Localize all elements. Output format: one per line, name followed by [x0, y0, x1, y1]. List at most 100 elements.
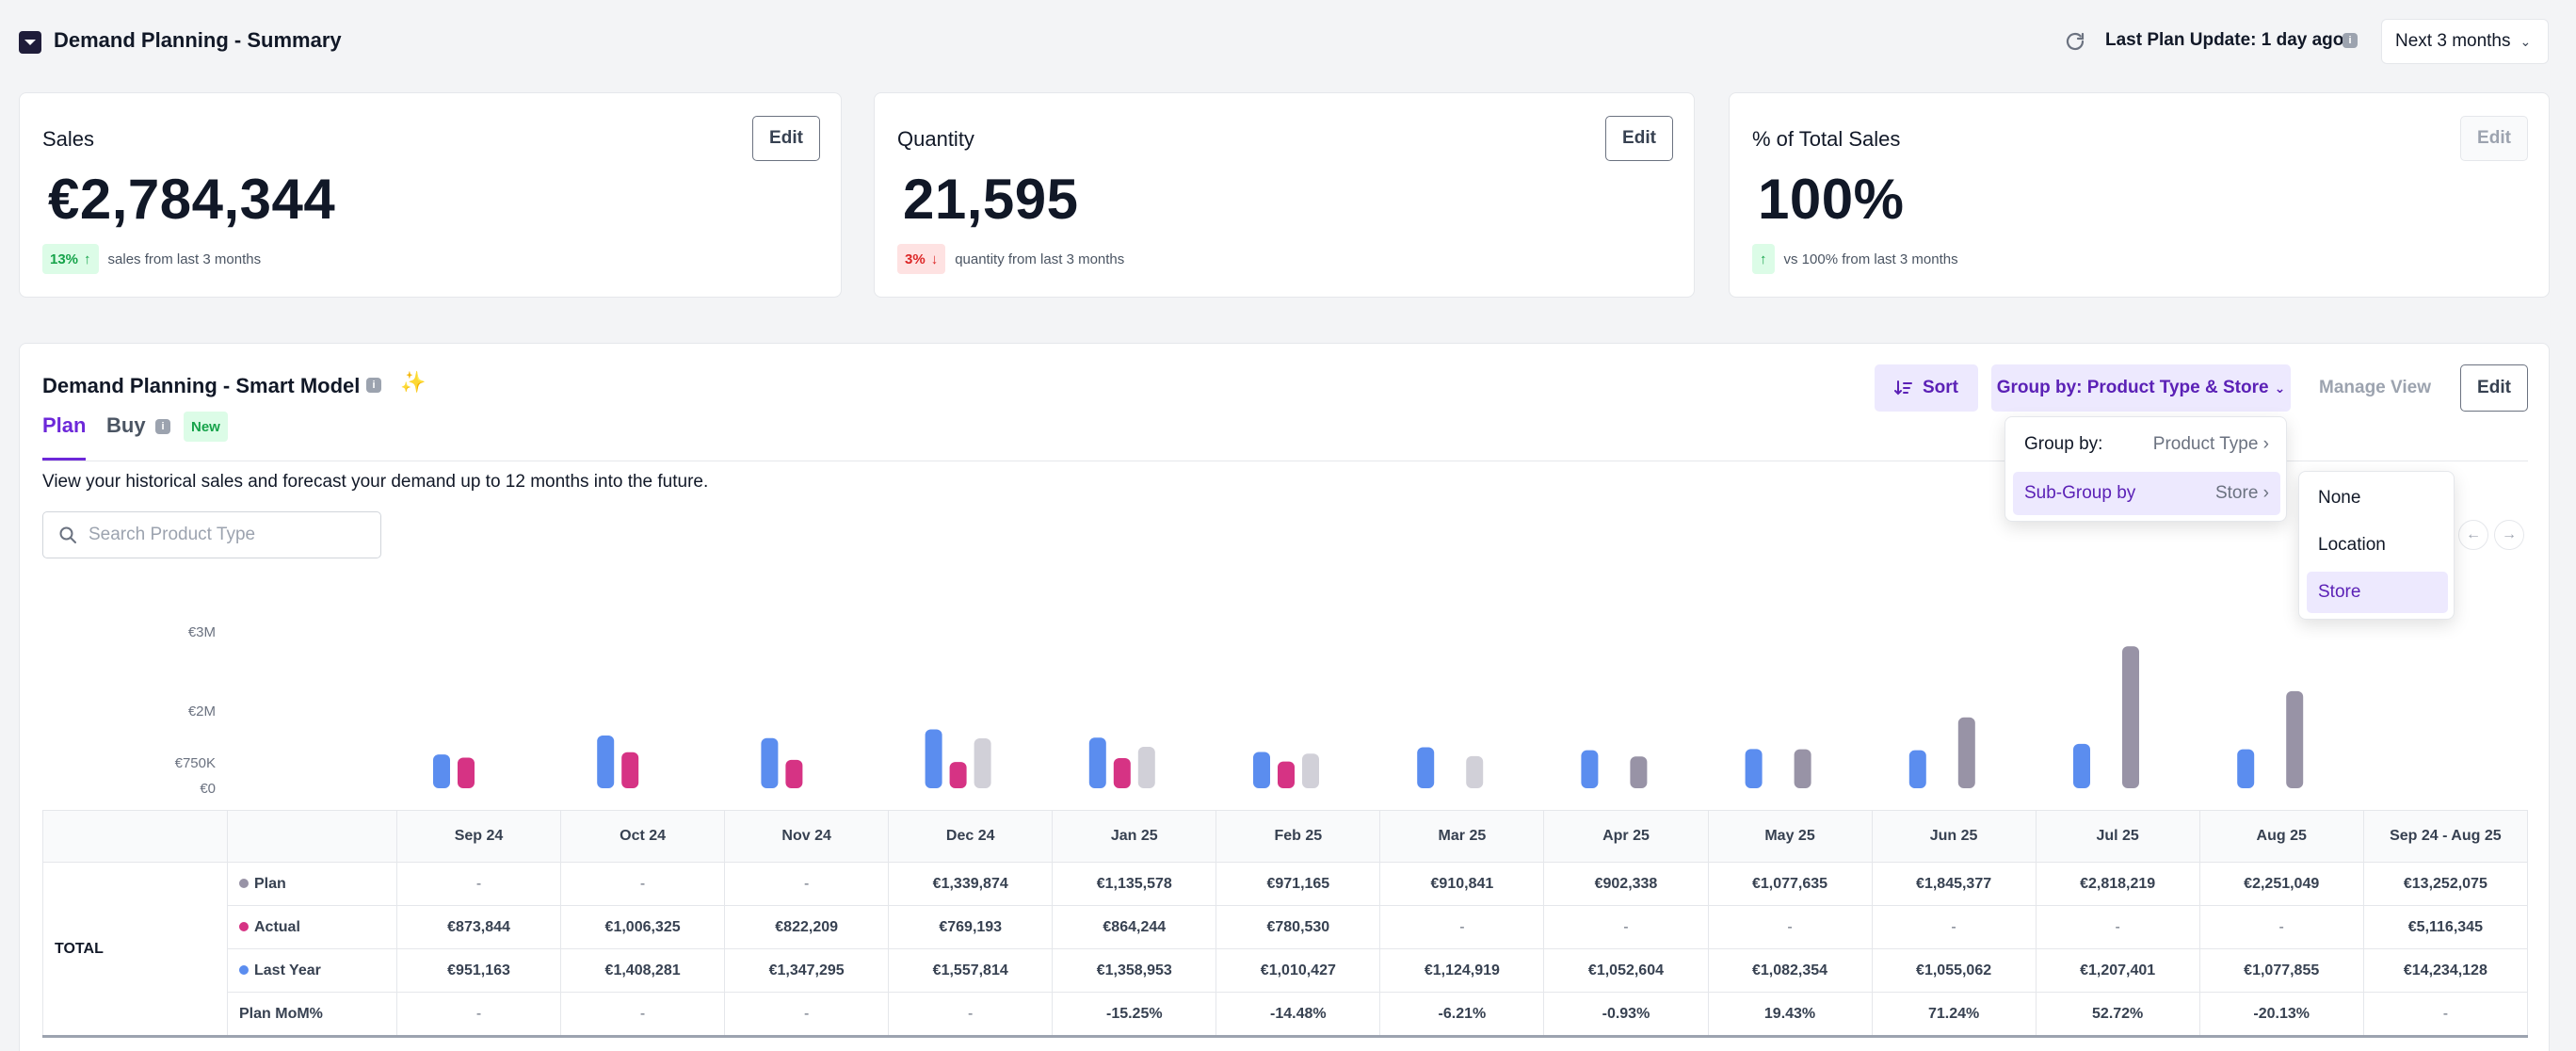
edit-button[interactable]: Edit [752, 116, 820, 161]
bar-actual[interactable] [949, 762, 967, 788]
table-cell: - [888, 992, 1054, 1036]
quantity-card: Quantity Edit 21,595 3% ↓ quantity from … [874, 92, 1695, 298]
card-title: % of Total Sales [1752, 127, 1901, 151]
bar-last-year[interactable] [1417, 747, 1435, 788]
search-box[interactable] [42, 511, 381, 558]
bar-plan[interactable] [1630, 756, 1648, 788]
legend-dot-icon [239, 965, 249, 976]
header-cell-blank [42, 810, 228, 863]
table-cell: - [395, 862, 562, 906]
y-tick-label: €0 [200, 781, 216, 797]
table-cell: - [1379, 905, 1545, 949]
row-label: Actual [227, 905, 397, 949]
bar-actual[interactable] [458, 757, 475, 788]
bar-last-year[interactable] [597, 736, 615, 788]
bar-last-year[interactable] [1745, 749, 1763, 788]
column-header: May 25 [1707, 810, 1873, 863]
bar-last-year[interactable] [433, 754, 450, 788]
table-cell: €1,408,281 [560, 948, 726, 993]
bar-last-year[interactable] [761, 737, 779, 788]
table-cell: - [560, 862, 726, 906]
group-by-button[interactable]: Group by: Product Type & Store ⌄ [1991, 364, 2291, 412]
bar-last-year[interactable] [1581, 750, 1599, 788]
bar-last-year[interactable] [925, 729, 942, 788]
sub-group-by-label: Sub-Group by [2024, 483, 2136, 503]
table-cell: €1,845,377 [1871, 862, 2037, 906]
tab-plan[interactable]: Plan [42, 413, 87, 437]
table-cell: -0.93% [1543, 992, 1709, 1036]
refresh-icon[interactable] [2064, 30, 2086, 53]
collapse-toggle-icon[interactable] [19, 31, 41, 54]
sub-group-submenu: None Location Store [2298, 471, 2455, 620]
search-input[interactable] [89, 525, 352, 545]
bar-last-year[interactable] [1088, 737, 1106, 788]
bar-actual[interactable] [621, 752, 639, 788]
info-icon[interactable]: i [366, 378, 381, 393]
period-select[interactable]: Next 3 months ⌄ [2381, 19, 2549, 64]
sub-group-by-option[interactable]: Sub-Group by Store › [2013, 472, 2280, 515]
table-cell: -20.13% [2198, 992, 2364, 1036]
chevron-right-icon: › [2262, 483, 2269, 503]
arrow-up-icon: ↑ [84, 251, 91, 267]
page-title: Demand Planning - Summary [54, 28, 342, 52]
edit-button[interactable]: Edit [1605, 116, 1673, 161]
bar-plan[interactable] [2122, 646, 2139, 788]
table-cell: €780,530 [1216, 905, 1381, 949]
sparkle-icon: ✨ [400, 370, 427, 394]
bar-plan[interactable] [1794, 749, 1811, 788]
group-by-option-label: Group by: [2024, 434, 2103, 454]
group-by-option[interactable]: Group by: Product Type › [2013, 423, 2280, 466]
bar-plan[interactable] [974, 738, 991, 788]
column-header: Dec 24 [888, 810, 1054, 863]
table-cell: - [724, 862, 890, 906]
column-header: Sep 24 - Aug 25 [2362, 810, 2529, 863]
submenu-option-location[interactable]: Location [2318, 535, 2386, 555]
trend-badge: ↑ [1752, 244, 1775, 274]
bar-plan[interactable] [2286, 690, 2304, 788]
bar-plan[interactable] [1302, 753, 1319, 788]
info-icon[interactable]: i [155, 419, 170, 434]
arrow-right-icon[interactable]: → [2494, 520, 2524, 550]
edit-button[interactable]: Edit [2460, 364, 2528, 412]
bar-last-year[interactable] [2237, 749, 2255, 788]
edit-button[interactable]: Edit [2460, 116, 2528, 161]
card-value: 100% [1758, 168, 1905, 231]
tab-buy[interactable]: Buy [106, 413, 146, 437]
trend-text: quantity from last 3 months [955, 251, 1125, 267]
bar-last-year[interactable] [2073, 743, 2090, 788]
page-header: Demand Planning - Summary Last Plan Upda… [0, 0, 2576, 83]
column-header: Jan 25 [1052, 810, 1217, 863]
chevron-right-icon: › [2262, 434, 2269, 454]
trend-text: sales from last 3 months [107, 251, 262, 267]
info-icon[interactable]: i [2343, 33, 2358, 48]
table-cell: - [1543, 905, 1709, 949]
bar-plan[interactable] [1466, 755, 1484, 788]
table-cell: €864,244 [1052, 905, 1217, 949]
search-icon [59, 526, 76, 543]
manage-view-button[interactable]: Manage View [2319, 378, 2431, 397]
bar-plan[interactable] [1137, 747, 1155, 788]
arrow-left-icon[interactable]: ← [2458, 520, 2488, 550]
trend-text: vs 100% from last 3 months [1783, 251, 1958, 267]
submenu-option-none[interactable]: None [2318, 488, 2361, 508]
bar-actual[interactable] [1278, 761, 1295, 788]
submenu-option-store[interactable]: Store [2307, 572, 2448, 613]
bar-last-year[interactable] [1908, 750, 1926, 788]
legend-dot-icon [239, 922, 249, 932]
sort-label: Sort [1923, 378, 1958, 397]
column-header: Apr 25 [1543, 810, 1709, 863]
bar-last-year[interactable] [1253, 752, 1270, 788]
card-title: Quantity [897, 127, 974, 151]
column-header: Aug 25 [2198, 810, 2364, 863]
bar-actual[interactable] [785, 759, 803, 788]
bar-actual[interactable] [1113, 757, 1131, 788]
table-cell: 52.72% [2035, 992, 2200, 1036]
column-header: Feb 25 [1216, 810, 1381, 863]
sort-button[interactable]: Sort [1875, 364, 1978, 412]
table-cell: €1,052,604 [1543, 948, 1709, 993]
column-header: Jul 25 [2035, 810, 2200, 863]
bar-plan[interactable] [1957, 717, 1975, 788]
row-label: Plan MoM% [227, 992, 397, 1036]
table-cell: 19.43% [1707, 992, 1873, 1036]
table-cell: €13,252,075 [2362, 862, 2529, 906]
